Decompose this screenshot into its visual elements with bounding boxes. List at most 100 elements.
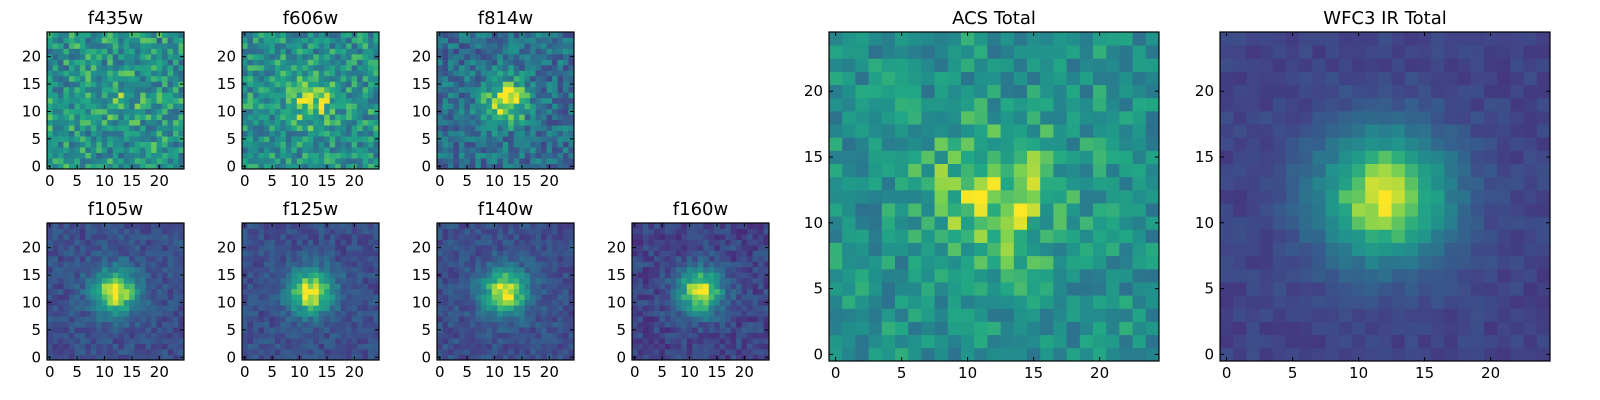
heatmap-cell — [129, 316, 136, 323]
heatmap-cell — [263, 349, 270, 355]
heatmap-cell — [530, 37, 537, 44]
heatmap-cell — [632, 332, 638, 339]
heatmap-cell — [269, 130, 276, 137]
heatmap-cell — [708, 321, 715, 328]
heatmap-cell — [458, 75, 465, 82]
heatmap-cell — [151, 272, 157, 279]
heatmap-cell — [74, 114, 81, 121]
heatmap-cell — [329, 147, 336, 153]
heatmap-cell — [280, 125, 287, 132]
heatmap-cell — [307, 70, 314, 77]
heatmap-cell — [167, 59, 174, 66]
heatmap-cell — [653, 332, 660, 339]
heatmap-cell — [85, 152, 92, 159]
heatmap-cell — [47, 310, 53, 317]
heatmap-cell — [908, 203, 922, 217]
heatmap-cell — [530, 239, 537, 246]
heatmap-cell — [318, 125, 325, 132]
heatmap-cell — [340, 354, 347, 361]
heatmap-cell — [123, 114, 130, 121]
heatmap-cell — [318, 316, 325, 323]
heatmap-cell — [730, 223, 737, 229]
heatmap-cell — [908, 321, 922, 336]
heatmap-cell — [96, 32, 103, 38]
heatmap-cell — [101, 92, 108, 99]
heatmap-cell — [541, 147, 547, 153]
heatmap-cell — [291, 316, 298, 323]
heatmap-cell — [173, 70, 179, 77]
heatmap-cell — [123, 327, 130, 333]
heatmap-cell — [362, 223, 369, 229]
heatmap-cell — [697, 294, 704, 301]
heatmap-cell — [252, 163, 259, 170]
heatmap-cell — [480, 223, 487, 229]
heatmap-cell — [464, 283, 471, 290]
heatmap-cell — [52, 255, 59, 262]
heatmap-cell — [868, 347, 883, 362]
heatmap-cell — [653, 283, 660, 290]
heatmap-cell — [637, 223, 644, 229]
heatmap-cell — [648, 305, 655, 312]
heatmap-cell — [329, 97, 336, 104]
heatmap-cell — [324, 53, 331, 60]
heatmap-cell — [313, 42, 320, 49]
heatmap-cell — [502, 125, 509, 132]
heatmap-cell — [502, 343, 509, 350]
heatmap-cell — [563, 310, 569, 317]
heatmap-cell — [313, 255, 320, 262]
heatmap-cell — [156, 266, 163, 273]
heatmap-cell — [675, 261, 682, 268]
heatmap-cell — [123, 272, 130, 279]
heatmap-cell — [686, 327, 693, 333]
heatmap-cell — [513, 81, 520, 88]
heatmap-cell — [258, 332, 265, 339]
heatmap-cell — [90, 97, 97, 104]
heatmap-cell — [747, 223, 753, 229]
heatmap-cell — [112, 59, 119, 66]
heatmap-cell — [252, 42, 259, 49]
x-tick-label: 0 — [435, 172, 445, 190]
heatmap-cell — [557, 75, 564, 82]
heatmap-cell — [497, 48, 504, 55]
heatmap-cell — [129, 349, 136, 355]
heatmap-cell — [908, 255, 922, 270]
heatmap-cell — [648, 255, 655, 262]
heatmap-cell — [648, 354, 655, 361]
heatmap-cell — [74, 343, 81, 350]
heatmap-cell — [302, 244, 309, 251]
heatmap-cell — [269, 266, 276, 273]
heatmap-cell — [296, 70, 303, 77]
heatmap-cell — [296, 321, 303, 328]
heatmap-cell — [318, 97, 325, 104]
heatmap-cell — [464, 119, 471, 126]
heatmap-cell — [519, 136, 526, 142]
heatmap-cell — [118, 86, 125, 93]
heatmap-cell — [101, 299, 108, 306]
heatmap-cell — [895, 203, 909, 217]
heatmap-cell — [140, 294, 147, 301]
heatmap-cell — [280, 37, 287, 44]
heatmap-cell — [508, 223, 515, 229]
heatmap-cell — [85, 305, 92, 312]
heatmap-cell — [368, 343, 374, 350]
heatmap-cell — [252, 233, 259, 240]
heatmap-cell — [156, 147, 163, 153]
heatmap-cell — [632, 316, 638, 323]
heatmap-cell — [513, 92, 520, 99]
heatmap-cell — [987, 203, 1001, 217]
heatmap-cell — [263, 152, 270, 159]
heatmap-cell — [508, 250, 515, 257]
heatmap-cell — [464, 244, 471, 251]
heatmap-cell — [670, 261, 677, 268]
heatmap-cell — [692, 321, 699, 328]
heatmap-cell — [552, 75, 558, 82]
heatmap-cell — [987, 163, 1001, 178]
heatmap-cell — [118, 32, 125, 38]
heatmap-cell — [263, 228, 270, 235]
heatmap-cell — [145, 53, 152, 60]
heatmap-cell — [563, 37, 569, 44]
heatmap-cell — [318, 64, 325, 71]
heatmap-cell — [881, 216, 896, 230]
heatmap-cell — [318, 310, 325, 317]
heatmap-cell — [653, 338, 660, 344]
